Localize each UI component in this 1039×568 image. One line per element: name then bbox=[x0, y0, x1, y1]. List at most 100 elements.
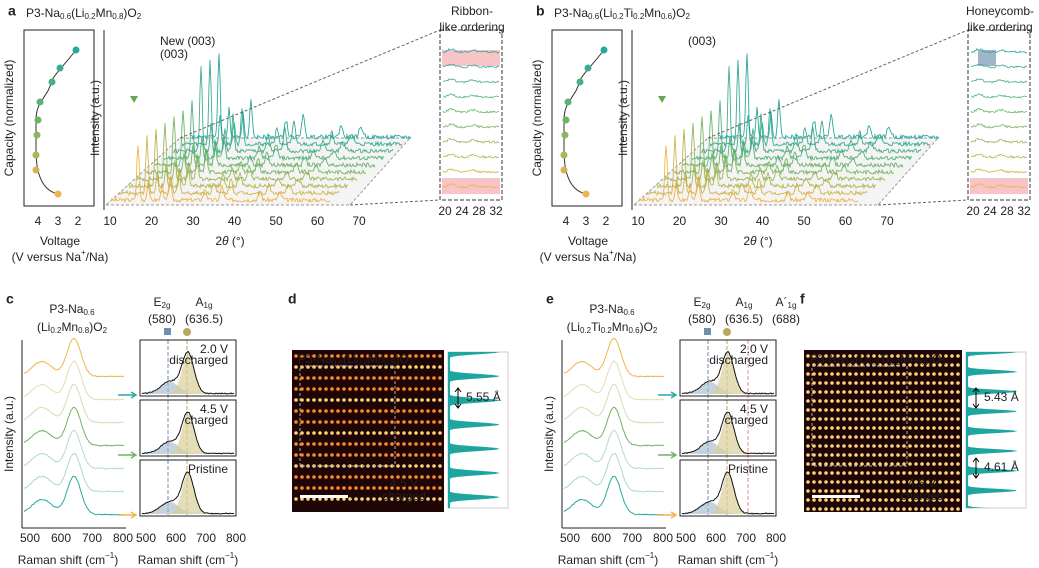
atom-column bbox=[396, 497, 400, 501]
atom-column bbox=[420, 420, 424, 424]
text-part: ) bbox=[654, 553, 658, 567]
atom-column bbox=[908, 354, 912, 358]
inset-spectrum bbox=[442, 122, 500, 129]
y-axis-label: Intensity (a.u.) bbox=[616, 80, 630, 156]
atom-column bbox=[318, 354, 322, 358]
atom-column bbox=[848, 435, 852, 439]
atom-column bbox=[854, 426, 858, 430]
atom-column bbox=[384, 464, 388, 468]
atom-column bbox=[908, 363, 912, 367]
atom-column bbox=[330, 475, 334, 479]
atom-column bbox=[926, 363, 930, 367]
atom-column bbox=[306, 486, 310, 490]
atom-column bbox=[342, 387, 346, 391]
atom-column bbox=[300, 486, 304, 490]
atom-column bbox=[956, 381, 960, 385]
atom-column bbox=[426, 398, 430, 402]
atom-column bbox=[950, 480, 954, 484]
atom-column bbox=[914, 408, 918, 412]
atom-column bbox=[390, 431, 394, 435]
inset-spectrum bbox=[442, 182, 500, 189]
atom-column bbox=[354, 497, 358, 501]
mode-name: E2g bbox=[694, 295, 711, 310]
x-tick-label: 40 bbox=[228, 214, 242, 228]
atom-column bbox=[920, 381, 924, 385]
atom-column bbox=[944, 498, 948, 502]
x-tick-label: 28 bbox=[1000, 204, 1014, 218]
text-part: E bbox=[694, 295, 702, 309]
mode-square bbox=[704, 328, 711, 335]
atom-column bbox=[908, 426, 912, 430]
atom-column bbox=[408, 420, 412, 424]
atom-column bbox=[330, 376, 334, 380]
atom-column bbox=[872, 498, 876, 502]
atom-column bbox=[354, 376, 358, 380]
atom-column bbox=[818, 372, 822, 376]
x-tick-label: 20 bbox=[438, 204, 452, 218]
atom-column bbox=[908, 498, 912, 502]
highlight bbox=[442, 50, 500, 66]
atom-column bbox=[824, 489, 828, 493]
x-tick-label: 4 bbox=[563, 214, 570, 228]
atom-column bbox=[956, 480, 960, 484]
atom-column bbox=[896, 426, 900, 430]
atom-column bbox=[348, 354, 352, 358]
text-part: + bbox=[81, 248, 86, 257]
atom-column bbox=[812, 372, 816, 376]
text-part: /Na) bbox=[614, 250, 637, 264]
text-part: (Li bbox=[855, 352, 868, 366]
atom-column bbox=[324, 354, 328, 358]
atom-column bbox=[848, 462, 852, 466]
atom-column bbox=[872, 426, 876, 430]
atom-column bbox=[878, 444, 882, 448]
atom-column bbox=[866, 399, 870, 403]
x-tick-label: 10 bbox=[631, 214, 645, 228]
atom-column bbox=[390, 420, 394, 424]
atom-column bbox=[318, 453, 322, 457]
text-part: 0.6 bbox=[60, 12, 72, 21]
atom-column bbox=[396, 420, 400, 424]
atom-column bbox=[426, 376, 430, 380]
atom-column bbox=[890, 507, 894, 511]
atom-column bbox=[420, 431, 424, 435]
highlight bbox=[978, 50, 996, 66]
atom-column bbox=[330, 420, 334, 424]
text-part: (Li bbox=[343, 352, 356, 366]
atom-column bbox=[920, 372, 924, 376]
fit-area bbox=[142, 414, 234, 454]
atom-column bbox=[414, 376, 418, 380]
atom-column bbox=[950, 435, 954, 439]
atom-column bbox=[926, 462, 930, 466]
atom-column bbox=[920, 354, 924, 358]
atom-column bbox=[294, 398, 298, 402]
fit-area bbox=[142, 442, 234, 454]
atom-column bbox=[860, 489, 864, 493]
inset-title: like ordering bbox=[967, 20, 1032, 34]
atom-column bbox=[938, 480, 942, 484]
atom-column bbox=[294, 497, 298, 501]
state-label: 4.5 V bbox=[200, 402, 228, 416]
atom-column bbox=[932, 372, 936, 376]
atom-column bbox=[938, 507, 942, 511]
text-part: A bbox=[196, 295, 204, 309]
atom-column bbox=[360, 497, 364, 501]
atom-column bbox=[866, 489, 870, 493]
atom-column bbox=[312, 398, 316, 402]
atom-column bbox=[860, 381, 864, 385]
text-part: 0.6 bbox=[844, 358, 856, 367]
atom-column bbox=[420, 464, 424, 468]
atom-column bbox=[848, 372, 852, 376]
atom-column bbox=[414, 387, 418, 391]
atom-column bbox=[312, 475, 316, 479]
atom-column bbox=[318, 376, 322, 380]
atom-column bbox=[854, 507, 858, 511]
atom-column bbox=[908, 444, 912, 448]
text-part: (Li bbox=[71, 6, 84, 20]
state-dot bbox=[48, 78, 56, 86]
atom-column bbox=[438, 376, 442, 380]
atom-column bbox=[426, 409, 430, 413]
atom-column bbox=[324, 409, 328, 413]
xrd-spectrum bbox=[673, 116, 895, 176]
atom-column bbox=[836, 381, 840, 385]
atom-column bbox=[884, 435, 888, 439]
